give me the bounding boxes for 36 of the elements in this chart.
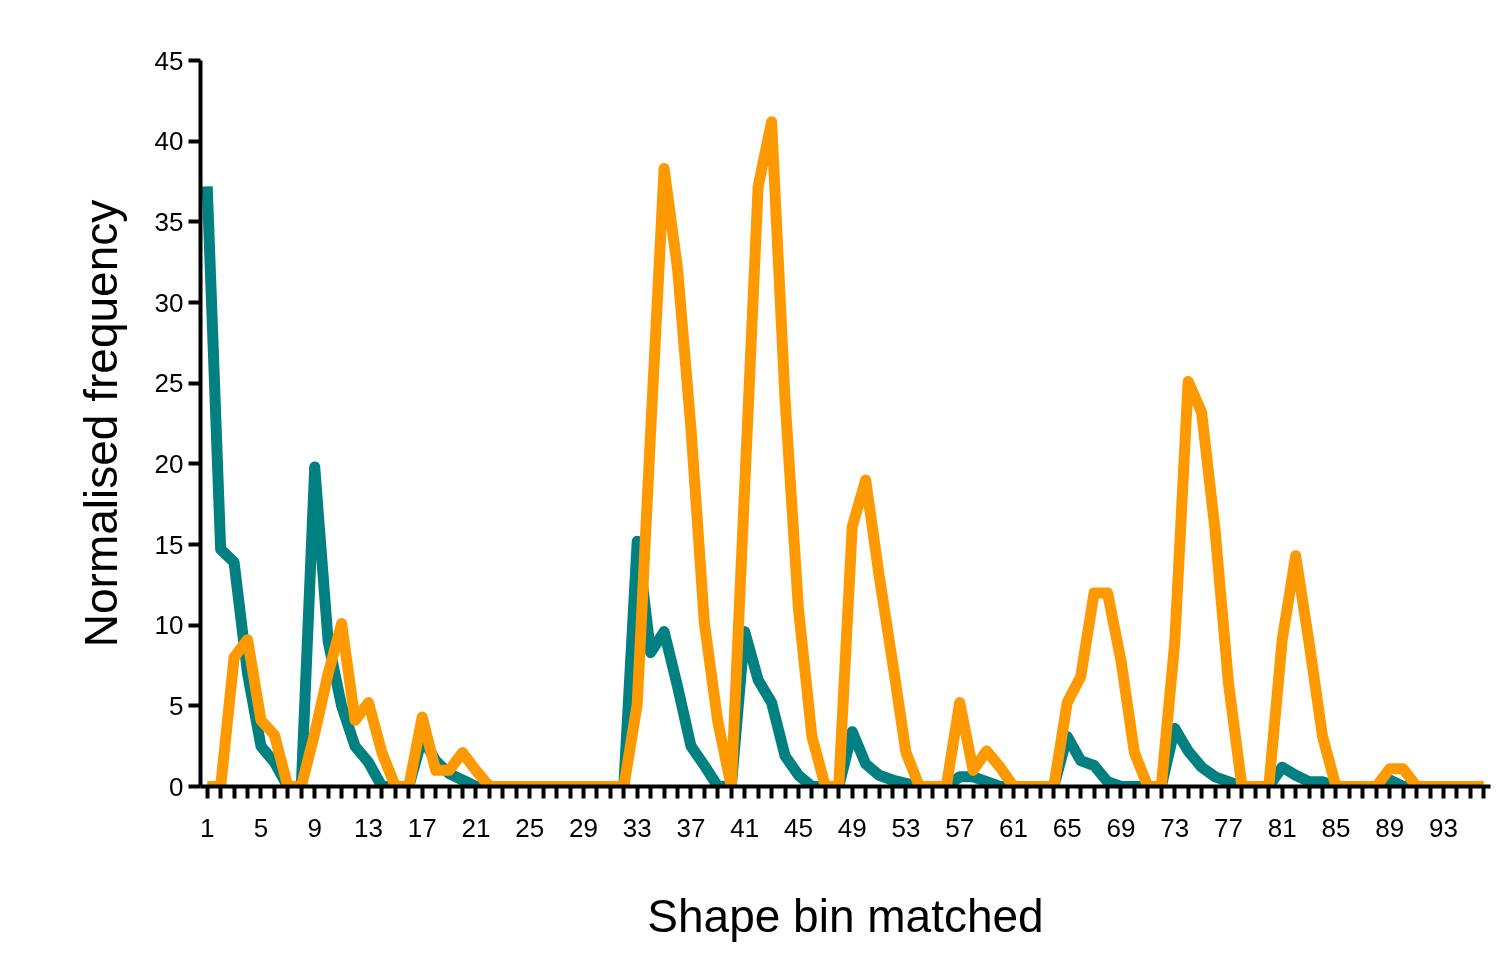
x-tick-label: 65 [1052, 812, 1082, 843]
x-tick-label: 37 [676, 812, 706, 843]
y-tick-label: 15 [154, 529, 184, 560]
x-tick-label: 33 [622, 812, 652, 843]
x-tick-label: 13 [354, 812, 383, 843]
x-tick-label: 73 [1160, 812, 1190, 843]
x-tick-label: 77 [1214, 812, 1243, 843]
y-tick-label: 40 [154, 126, 184, 157]
x-tick-label: 25 [515, 812, 545, 843]
y-tick-label: 10 [154, 610, 184, 641]
x-tick-label: 41 [730, 812, 760, 843]
y-tick-label: 45 [154, 45, 184, 76]
y-tick-label: 30 [154, 287, 184, 318]
y-tick-label: 0 [169, 771, 184, 802]
x-tick-label: 9 [307, 812, 322, 843]
x-tick-label: 61 [999, 812, 1028, 843]
x-tick-label: 57 [945, 812, 975, 843]
x-tick-label: 53 [891, 812, 921, 843]
y-tick-label: 25 [154, 368, 184, 399]
x-tick-label: 21 [461, 812, 491, 843]
x-tick-label: 69 [1106, 812, 1136, 843]
x-tick-label: 17 [407, 812, 437, 843]
x-tick-label: 85 [1321, 812, 1351, 843]
x-tick-label: 49 [837, 812, 867, 843]
x-tick-label: 29 [569, 812, 598, 843]
y-axis-title: Normalised frequency [74, 199, 127, 648]
x-tick-label: 1 [199, 812, 215, 843]
y-tick-label: 5 [169, 690, 184, 721]
x-tick-label: 89 [1375, 812, 1405, 843]
x-axis-title: Shape bin matched [647, 889, 1044, 942]
x-tick-label: 45 [784, 812, 813, 843]
x-tick-label: 5 [253, 812, 269, 843]
x-tick-label: 81 [1267, 812, 1297, 843]
x-tick-label: 93 [1429, 812, 1458, 843]
y-tick-label: 20 [154, 448, 184, 479]
y-tick-label: 35 [154, 206, 184, 237]
